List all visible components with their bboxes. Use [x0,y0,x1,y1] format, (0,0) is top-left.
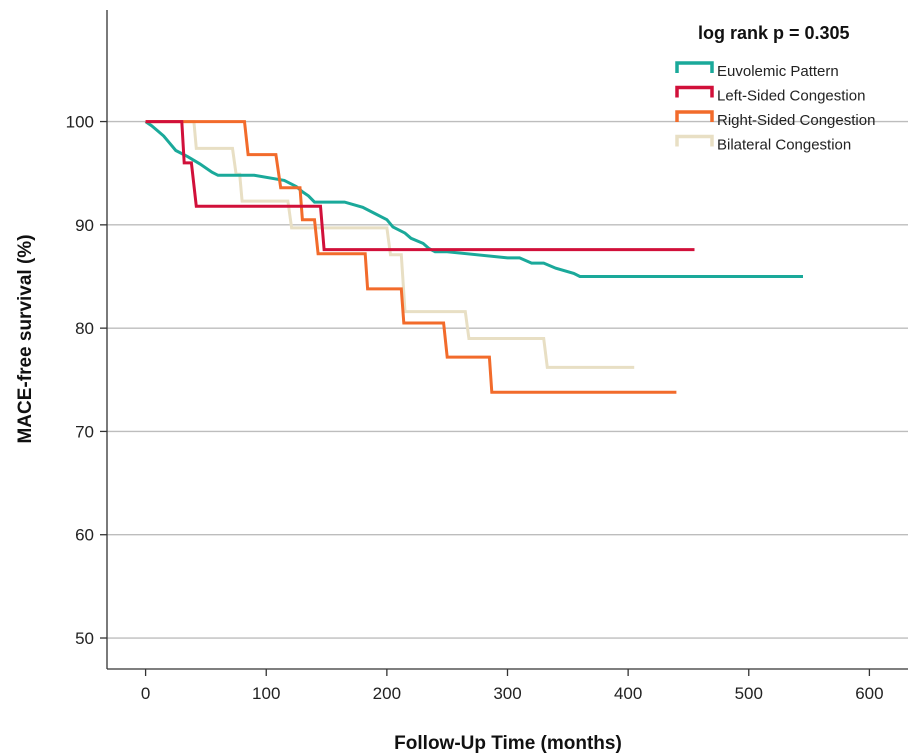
legend: Euvolemic Pattern Left-Sided Congestion Ri… [675,61,875,154]
legend-swatch [675,85,714,98]
x-tick-label: 300 [493,684,521,703]
series-lines [144,120,803,394]
tick-labels: 50 60 70 80 90 100 0 100 200 300 400 500 600 [66,113,884,703]
x-tick-label: 100 [252,684,280,703]
y-tick-label: 70 [75,422,94,441]
x-tick-label: 0 [141,684,150,703]
x-tick-label: 500 [735,684,763,703]
legend-label: Bilateral Congestion [717,137,851,154]
grid-lines [107,120,908,639]
series-line-bilateral-congestion [145,120,635,369]
y-tick-label: 60 [75,526,94,545]
x-tick-label: 200 [373,684,401,703]
series-line-right-sided-congestion [145,120,677,394]
legend-label: Euvolemic Pattern [717,63,839,80]
legend-swatch [675,61,714,73]
x-axis-title: Follow-Up Time (months) [394,733,622,754]
legend-swatch [675,134,714,147]
legend-label: Left-Sided Congestion [717,88,865,105]
y-tick-label: 50 [75,629,94,648]
y-tick-label: 100 [66,113,94,132]
series-line-left-sided-congestion [145,120,695,252]
legend-label: Right-Sided Congestion [717,112,875,129]
x-tick-label: 400 [614,684,642,703]
series-line-euvolemic-pattern [144,120,803,278]
x-tick-label: 600 [855,684,883,703]
y-tick-label: 90 [75,216,94,235]
log-rank-annotation: log rank p = 0.305 [698,23,850,43]
legend-swatch [675,110,714,122]
y-tick-label: 80 [75,319,94,338]
y-axis-title: MACE-free survival (%) [15,234,36,443]
